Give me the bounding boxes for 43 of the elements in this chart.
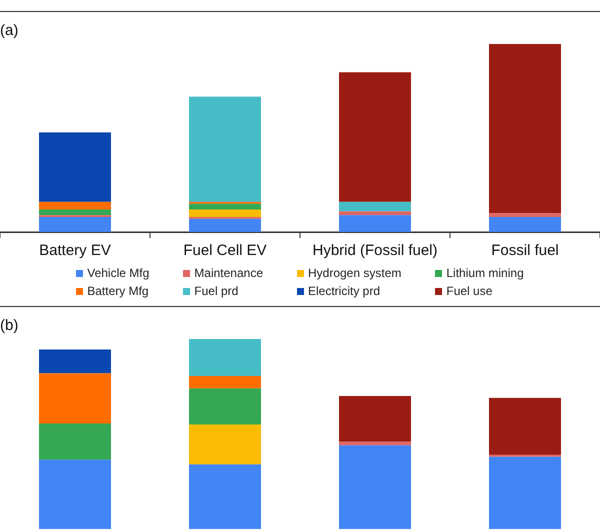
chart-title: (b) [0,317,18,334]
bar [189,376,261,388]
bar [39,424,111,460]
bar [189,388,261,424]
bar [339,215,411,232]
x-tick-label: Fuel Cell EV [183,242,267,260]
bar [189,96,261,202]
legend-label: Lithium mining [445,266,524,280]
x-tick-label: Hybrid (Fossil fuel) [312,242,438,260]
bar [339,72,411,202]
bar [39,202,111,210]
legend-label: Electricity prd [307,284,382,298]
legend-label: Fuel use [445,284,494,298]
x-tick-label: Battery EV [39,242,111,260]
bar [189,464,261,529]
chart-title: (a) [0,22,18,40]
legend-label: Vehicle Mfg [86,266,150,280]
legend-label: Fuel prd [193,284,240,298]
x-tick-label: Fossil fuel [491,242,559,260]
bar [339,396,411,442]
bar [189,424,261,464]
bar [339,202,411,212]
bar [189,209,261,217]
bar [189,204,261,210]
legend-label: Hydrogen system [307,266,402,280]
bar [189,339,261,376]
bar [39,216,111,232]
bar [39,460,111,529]
bar [489,44,561,214]
bar [489,398,561,455]
legend-label: Maintenance [193,266,263,280]
bar [189,218,261,232]
bar [39,349,111,374]
bar [489,456,561,529]
bar [489,216,561,232]
legend-label: Battery Mfg [86,284,150,298]
bar [39,373,111,424]
bar [339,211,411,216]
bar [39,132,111,202]
bar [339,445,411,529]
bar [39,209,111,216]
bar [339,442,411,446]
bar [489,213,561,217]
